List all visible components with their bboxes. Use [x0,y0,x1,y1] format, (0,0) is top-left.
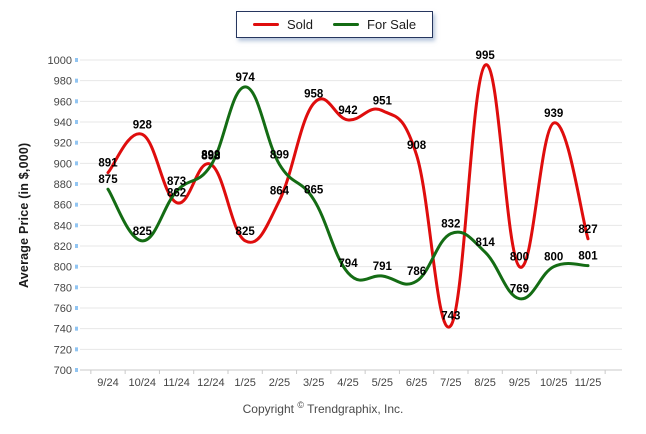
data-label: 743 [441,311,460,323]
data-label: 825 [133,226,153,238]
data-label: 800 [510,252,529,264]
y-tick-label: 980 [54,76,72,88]
copyright-symbol-icon: © [297,400,304,410]
y-tick-label: 920 [54,138,72,150]
y-axis-tick [75,326,78,331]
data-label: 827 [578,224,597,236]
copyright: Copyright © Trendgraphix, Inc. [0,400,646,416]
data-label: 800 [544,252,563,264]
data-label: 928 [133,119,153,131]
data-label: 864 [270,186,290,198]
data-label: 995 [476,50,496,62]
data-label: 939 [544,108,563,120]
data-label: 786 [407,266,426,278]
y-axis-tick [75,264,78,269]
y-axis-tick [75,182,78,186]
data-label: 942 [338,105,357,117]
legend-item-sold: Sold [253,17,313,32]
data-label: 873 [167,176,186,188]
copyright-suffix: Trendgraphix, Inc. [307,402,404,416]
data-label: 801 [578,251,598,263]
x-tick-label: 3/25 [303,377,324,389]
x-tick-label: 11/24 [163,377,190,389]
y-axis-tick [75,223,78,228]
data-label: 958 [304,88,324,100]
y-tick-label: 760 [54,303,72,315]
data-label: 825 [236,226,256,238]
y-axis-tick [75,306,78,310]
x-tick-label: 12/24 [197,377,225,389]
sold-line-swatch-icon [253,23,279,26]
legend-label-sold: Sold [287,17,314,32]
y-axis-tick [75,120,78,124]
x-tick-label: 10/25 [540,377,568,389]
y-axis-tick [75,78,78,83]
data-label: 875 [98,174,118,186]
x-tick-label: 7/25 [440,377,461,389]
copyright-prefix: Copyright [242,402,294,416]
y-tick-label: 880 [54,179,72,191]
legend-item-for-sale: For Sale [333,17,416,32]
data-label: 791 [373,261,393,273]
data-label: 865 [304,185,324,197]
y-tick-label: 700 [54,365,72,377]
legend-label-for-sale: For Sale [367,17,417,32]
data-label: 832 [441,219,460,231]
x-tick-label: 8/25 [474,377,495,389]
y-axis-tick [75,368,78,372]
y-tick-label: 820 [54,241,72,253]
y-tick-label: 800 [54,262,72,274]
y-tick-label: 960 [54,96,72,108]
y-axis-tick [75,140,78,145]
series-line-sold [106,63,590,329]
y-axis-tick [75,347,78,352]
y-tick-label: 780 [54,282,72,294]
data-label: 898 [201,150,221,162]
y-axis-tick [75,99,78,104]
chart-legend: Sold For Sale [236,11,434,38]
data-label: 891 [98,158,118,170]
x-tick-label: 4/25 [337,377,358,389]
y-axis-tick [75,58,78,62]
data-label: 769 [510,284,529,296]
x-tick-label: 9/25 [509,377,530,389]
y-axis-tick [75,161,78,166]
data-label: 794 [338,258,358,270]
y-tick-label: 840 [54,220,72,232]
x-tick-label: 6/25 [406,377,427,389]
y-tick-label: 860 [54,200,72,212]
x-tick-label: 5/25 [372,377,393,389]
data-label: 908 [407,140,427,152]
data-label: 899 [270,149,289,161]
y-axis-tick [75,244,78,248]
data-label: 899 [201,149,220,161]
y-tick-label: 720 [54,344,72,356]
data-label: 974 [236,72,256,84]
series-line-for-sale [106,85,590,301]
x-tick-label: 1/25 [234,377,255,389]
data-label: 862 [167,188,186,200]
data-label: 951 [373,96,393,108]
for-sale-line-swatch-icon [333,23,360,26]
y-tick-label: 740 [54,324,72,336]
x-tick-label: 11/25 [575,377,602,389]
x-tick-label: 10/24 [129,377,157,389]
x-tick-label: 9/24 [97,377,118,389]
y-tick-label: 940 [54,117,72,129]
y-tick-label: 900 [54,158,72,170]
x-tick-label: 2/25 [269,377,290,389]
data-label: 814 [476,237,496,249]
y-axis-tick [75,285,78,290]
y-tick-label: 1000 [48,55,72,67]
y-axis-tick [75,202,78,207]
